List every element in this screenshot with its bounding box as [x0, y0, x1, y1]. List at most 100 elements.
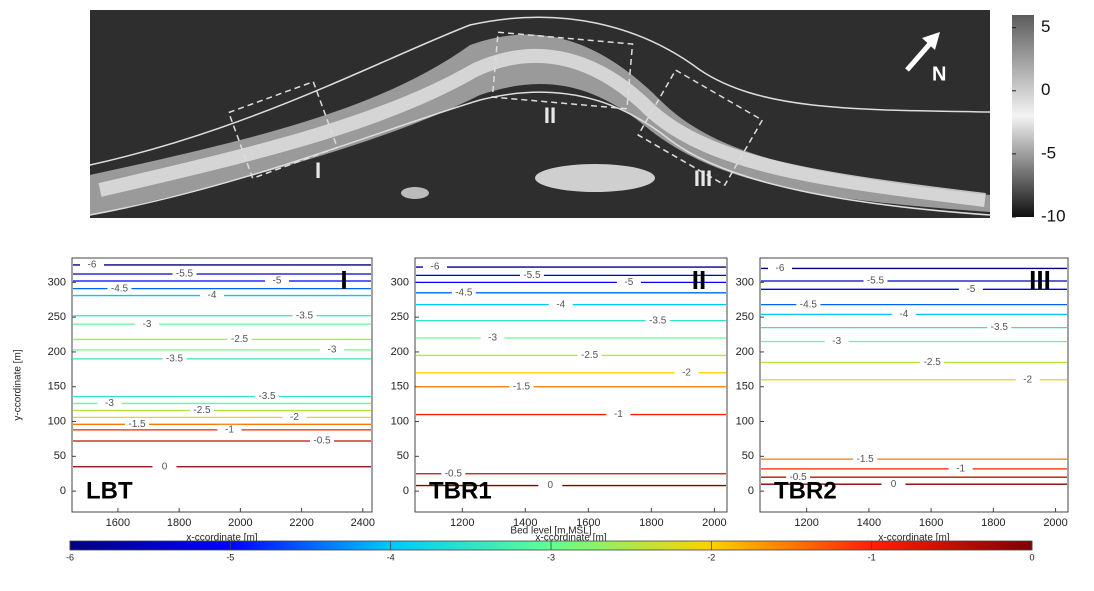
- contour-label: -1.5: [513, 381, 531, 392]
- x-tick-label: 1600: [576, 517, 600, 529]
- y-tick-label: 250: [391, 311, 409, 323]
- contour-label: -5: [624, 277, 633, 288]
- x-tick-label: 1400: [513, 517, 537, 529]
- contour-label-bg: [548, 299, 573, 310]
- boundary-line: [89, 16, 991, 166]
- contour-label: -2.5: [581, 350, 599, 361]
- x-tick-label: 2200: [289, 517, 313, 529]
- contour-label-bg: [1015, 374, 1040, 385]
- contour-label-bg: [107, 283, 132, 294]
- contour-label: 0: [891, 479, 897, 490]
- x-tick-label: 1800: [639, 517, 663, 529]
- contour-label: -3: [832, 336, 841, 347]
- colorbar-label: Bed level [m MSL]: [510, 526, 591, 537]
- contour-label-bg: [172, 269, 197, 280]
- contour-label: -2: [1023, 374, 1032, 385]
- colorbar-tick-label: -5: [1041, 143, 1056, 162]
- contour-label-bg: [292, 310, 317, 321]
- contour-label-bg: [80, 259, 104, 270]
- y-tick-label: 300: [48, 276, 66, 288]
- x-tick-label: 1600: [919, 517, 943, 529]
- contour-label-bg: [441, 468, 466, 479]
- y-tick-label: 250: [48, 311, 66, 323]
- contour-label-bg: [152, 461, 177, 472]
- contour-label-bg: [282, 412, 307, 423]
- y-tick-label: 150: [391, 381, 409, 393]
- y-tick-label: 300: [391, 276, 409, 288]
- contour-label-bg: [863, 275, 888, 286]
- contour-label: -2.5: [231, 334, 249, 345]
- y-tick-label: 100: [48, 415, 66, 427]
- x-tick-label: 1800: [981, 517, 1005, 529]
- contour-label: -6: [88, 260, 97, 271]
- y-tick-label: 100: [391, 415, 409, 427]
- contour-label-bg: [824, 336, 849, 347]
- contour-label: -5: [966, 284, 975, 295]
- y-tick-label: 200: [391, 346, 409, 358]
- contour-label-bg: [162, 353, 187, 364]
- colorbar-tick-label: 0: [1029, 552, 1034, 562]
- contour-label-bg: [190, 405, 214, 416]
- contour-label-bg: [519, 270, 544, 281]
- x-tick-label: 1600: [106, 517, 130, 529]
- map-colorbar: [1012, 15, 1034, 217]
- contour-label: -3: [143, 319, 152, 330]
- contour-label: -3: [105, 398, 114, 409]
- contour-label-bg: [768, 263, 792, 274]
- y-tick-label: 50: [54, 450, 66, 462]
- y-tick-label: 150: [48, 381, 66, 393]
- contour-label: -2.5: [924, 357, 942, 368]
- panel-label: I: [340, 265, 347, 295]
- panel-name: TBR2: [774, 477, 837, 504]
- contour-label-bg: [958, 284, 983, 295]
- contour-label: -1: [225, 425, 234, 436]
- contour-label-bg: [786, 472, 811, 483]
- contour-label: -2: [290, 412, 299, 423]
- contour-label-bg: [320, 344, 344, 355]
- contour-label-bg: [881, 479, 906, 490]
- contour-label: -3.5: [258, 391, 276, 402]
- area-label: III: [694, 166, 712, 191]
- y-tick-label: 200: [48, 346, 66, 358]
- y-tick-label: 0: [748, 485, 754, 497]
- contour-label: -3.5: [166, 354, 184, 365]
- panel-label: II: [692, 265, 706, 295]
- panel-label: III: [1029, 265, 1051, 295]
- x-tick-label: 1400: [857, 517, 881, 529]
- contour-label-bg: [135, 319, 159, 330]
- colorbar-tick-label: -2: [707, 552, 715, 562]
- contour-label-bg: [616, 277, 641, 288]
- contour-label-bg: [509, 381, 534, 392]
- contour-label: -5.5: [867, 276, 885, 287]
- contour-label-bg: [265, 275, 289, 286]
- contour-label-bg: [451, 287, 476, 298]
- contour-label: 0: [547, 480, 553, 491]
- x-axis-label: x-ccordinate [m]: [878, 533, 949, 544]
- contour-label: -0.5: [789, 472, 807, 483]
- x-tick-label: 2000: [228, 517, 252, 529]
- contour-label-bg: [645, 315, 670, 326]
- contour-label: -3.5: [296, 310, 314, 321]
- colorbar-tick-label: -5: [226, 552, 234, 562]
- colorbar-tick-label: -6: [66, 552, 74, 562]
- panel-name: LBT: [86, 477, 133, 504]
- contour-label: -4: [208, 290, 217, 301]
- contour-label-bg: [853, 454, 878, 465]
- contour-label: -4.5: [111, 283, 129, 294]
- y-tick-label: 0: [403, 485, 409, 497]
- panel-name: TBR1: [429, 477, 492, 504]
- north-arrow-head: [922, 32, 940, 50]
- contour-label: -3: [328, 344, 337, 355]
- contour-label-bg: [606, 409, 631, 420]
- contour-label-bg: [480, 333, 505, 344]
- y-tick-label: 200: [736, 346, 754, 358]
- contour-label: -5.5: [523, 270, 541, 281]
- colorbar-tick-label: -10: [1041, 206, 1066, 225]
- y-tick-label: 250: [736, 311, 754, 323]
- contour-label: -5.5: [176, 269, 194, 280]
- contour-label-bg: [97, 398, 122, 409]
- y-tick-label: 50: [742, 450, 754, 462]
- y-tick-label: 50: [397, 450, 409, 462]
